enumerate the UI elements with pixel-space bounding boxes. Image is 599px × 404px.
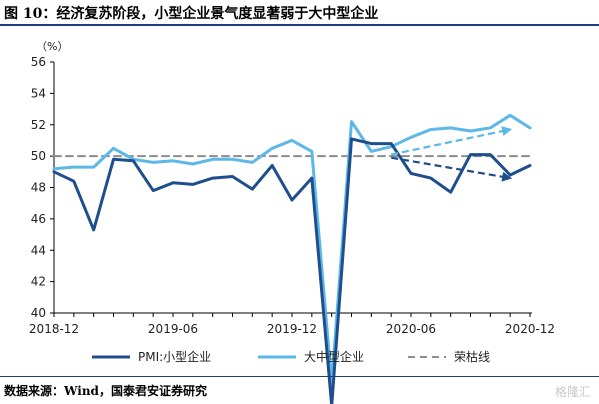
- x-tick-label: 2018-12: [29, 322, 79, 336]
- y-tick-label: 52: [31, 118, 46, 132]
- legend-label: 大中型企业: [304, 349, 364, 364]
- y-tick-label: 44: [31, 243, 46, 257]
- y-axis-unit-label: （%）: [36, 40, 68, 53]
- y-tick-label: 46: [31, 212, 46, 226]
- x-tick-label: 2020-06: [386, 322, 436, 336]
- legend-label: 荣枯线: [454, 349, 490, 364]
- y-tick-label: 50: [31, 149, 46, 163]
- y-tick-label: 56: [31, 55, 46, 69]
- series-line-1: [52, 113, 532, 386]
- title-divider: [0, 24, 599, 26]
- legend-label: PMI:小型企业: [138, 349, 211, 364]
- x-tick-label: 2019-06: [148, 322, 198, 336]
- x-tick-label: 2020-12: [505, 322, 555, 336]
- chart-title: 图 10：经济复苏阶段，小型企业景气度显著弱于大中型企业: [4, 6, 379, 22]
- x-tick-label: 2019-12: [267, 322, 317, 336]
- source-divider: [0, 376, 599, 377]
- watermark-logo: 格隆汇: [554, 385, 591, 399]
- y-tick-label: 42: [31, 275, 46, 289]
- source-note: 数据来源：Wind，国泰君安证券研究: [4, 384, 207, 398]
- series-line-0: [52, 137, 532, 404]
- y-tick-label: 48: [31, 181, 46, 195]
- y-tick-label: 54: [31, 86, 46, 100]
- trend-arrow: [390, 156, 513, 182]
- trend-arrow: [390, 126, 513, 156]
- y-tick-label: 40: [31, 306, 46, 320]
